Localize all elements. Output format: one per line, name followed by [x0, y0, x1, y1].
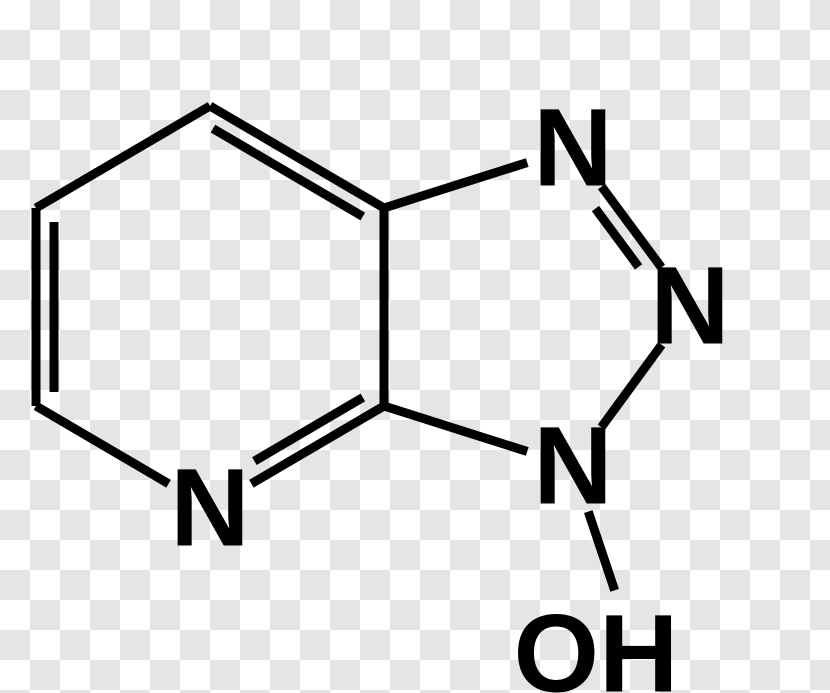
atom-label-oh: OH — [514, 593, 679, 693]
bond-line — [384, 163, 527, 208]
atom-label-n7: N — [533, 87, 612, 210]
bond-line — [595, 209, 638, 267]
bond-line — [36, 406, 169, 484]
atom-label-n5: N — [170, 447, 249, 570]
bond-line — [210, 106, 384, 208]
bond-line — [384, 406, 527, 451]
molecule-diagram: NNNNOH — [0, 0, 830, 693]
bond-line — [36, 106, 210, 208]
atom-label-n8: N — [650, 245, 729, 368]
bond-line — [213, 129, 363, 217]
atom-label-n9: N — [533, 405, 612, 528]
bond-line — [251, 406, 384, 484]
atom-labels-group: NNNNOH — [170, 87, 729, 693]
